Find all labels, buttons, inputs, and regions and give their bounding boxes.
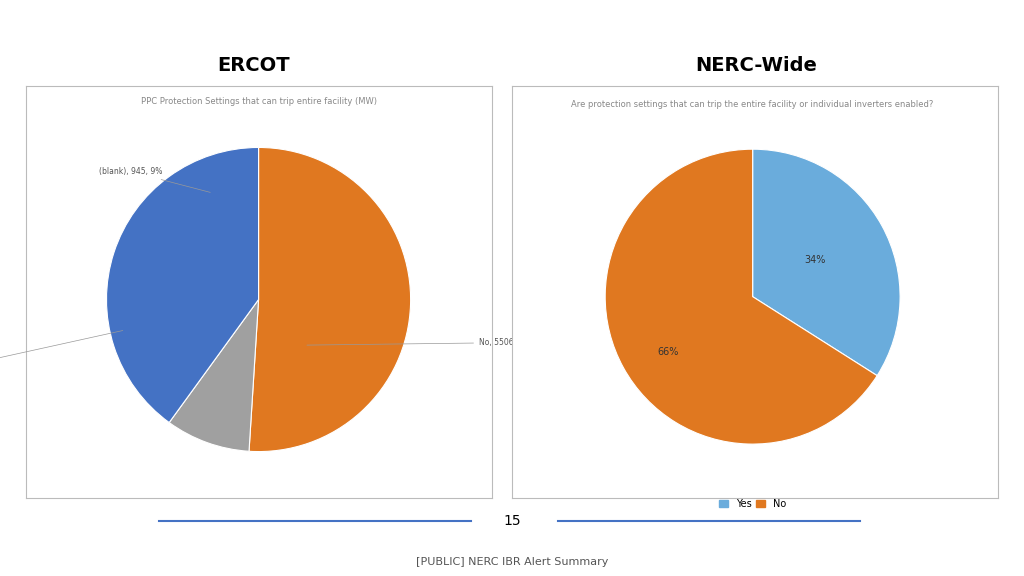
Wedge shape	[249, 147, 411, 452]
Text: 66%: 66%	[657, 347, 679, 357]
Text: Are protection settings that can trip the entire facility or individual inverter: Are protection settings that can trip th…	[571, 100, 934, 109]
Text: ERCOT vs Overall NERC Comparison: ERCOT vs Overall NERC Comparison	[26, 24, 638, 54]
Text: [PUBLIC] NERC IBR Alert Summary: [PUBLIC] NERC IBR Alert Summary	[416, 556, 608, 567]
Wedge shape	[169, 300, 258, 451]
Text: PPC Protection Settings that can trip entire facility (MW): PPC Protection Settings that can trip en…	[140, 97, 377, 105]
Text: No, 5506, 51%: No, 5506, 51%	[307, 338, 536, 347]
Wedge shape	[753, 149, 900, 376]
Wedge shape	[106, 147, 259, 423]
Text: Yes, 4252, 40%: Yes, 4252, 40%	[0, 331, 123, 370]
Text: 15: 15	[503, 514, 521, 528]
Legend: Yes, No: Yes, No	[716, 495, 790, 513]
Text: 34%: 34%	[805, 255, 826, 265]
Text: (blank), 945, 9%: (blank), 945, 9%	[99, 167, 210, 192]
Text: NERC-Wide: NERC-Wide	[694, 56, 817, 75]
Wedge shape	[605, 149, 878, 444]
Text: ERCOT: ERCOT	[218, 56, 290, 75]
